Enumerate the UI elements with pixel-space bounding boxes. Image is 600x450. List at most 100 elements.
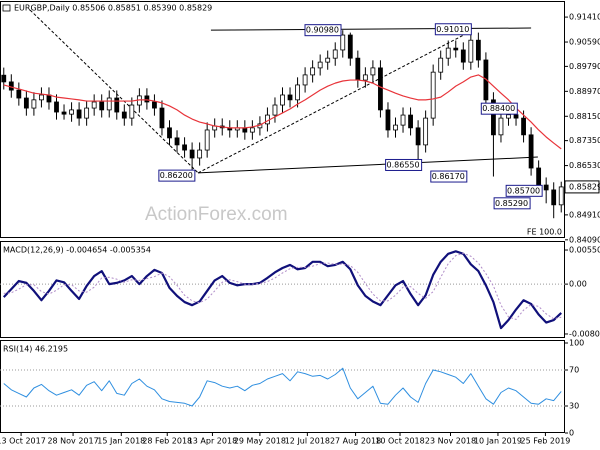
candle-body <box>106 97 112 111</box>
candle-body <box>325 57 331 63</box>
candle-body <box>144 95 150 103</box>
panel-title: RSI(14) 46.2195 <box>3 345 68 354</box>
symbol-icon <box>2 4 11 12</box>
candle-body <box>295 84 300 101</box>
candle-body <box>453 47 459 51</box>
candle-body <box>114 97 120 113</box>
candle-body <box>385 109 391 131</box>
candle-body <box>159 107 165 129</box>
y-tick-label: 0.90590 <box>569 38 600 47</box>
y-tick-label: 0.89790 <box>569 62 600 71</box>
y-tick-label: 30 <box>569 402 579 411</box>
candle-body <box>310 67 316 76</box>
y-tick-label: 0.86530 <box>569 161 600 170</box>
candle-body <box>430 71 436 119</box>
candle-body <box>280 94 285 106</box>
level-label: 0.85700 <box>507 186 540 195</box>
candle-body <box>23 97 29 109</box>
x-tick-label: 23 Nov 2018 <box>425 437 476 446</box>
candle-body <box>491 99 496 136</box>
candle-body <box>197 149 203 159</box>
candle-body <box>317 61 323 69</box>
watermark: ActionForex.com <box>145 204 288 225</box>
level-label-box <box>493 197 531 210</box>
candle-body <box>362 74 368 81</box>
candle-body <box>84 107 90 119</box>
level-label: 0.86200 <box>160 171 193 180</box>
candle-body <box>287 94 293 101</box>
level-label: 0.86550 <box>387 160 420 169</box>
trendline <box>198 156 538 174</box>
candle-body <box>249 127 255 133</box>
trendline <box>29 9 199 174</box>
candle-body <box>76 109 82 119</box>
candle-body <box>46 94 52 103</box>
level-label-box <box>158 169 196 182</box>
candle-body <box>1 74 7 83</box>
x-tick-label: 13 Apr 2018 <box>188 437 237 446</box>
x-tick-label: 27 Aug 2018 <box>330 437 381 446</box>
candle-body <box>400 114 406 126</box>
candle-body <box>91 101 97 109</box>
candle-body <box>408 114 413 129</box>
level-label: 0.90980 <box>306 26 339 35</box>
indicator-line <box>3 367 562 407</box>
level-label: 0.88400 <box>482 104 515 113</box>
y-tick-label: 0.84910 <box>569 210 600 219</box>
candle-body <box>378 67 383 111</box>
level-label: 0.91010 <box>436 25 469 34</box>
candle-body <box>39 94 44 101</box>
level-label-box <box>480 102 518 115</box>
trendline <box>210 27 532 31</box>
candle-body <box>69 109 74 115</box>
candle-body <box>498 117 504 136</box>
candle-body <box>423 117 429 146</box>
candle-body <box>521 117 526 136</box>
level-label-box <box>430 170 468 183</box>
candle-body <box>468 39 474 63</box>
candle-body <box>99 101 105 111</box>
candle-body <box>506 114 511 119</box>
x-tick-label: 10 Jan 2019 <box>474 437 522 446</box>
candle-body <box>61 111 67 115</box>
panel-frame <box>0 1 565 238</box>
candle-body <box>152 101 157 109</box>
candle-body <box>242 127 248 133</box>
y-tick-label: 0.005504 <box>569 246 600 255</box>
candle-body <box>302 74 308 86</box>
candle-body <box>204 129 210 151</box>
candle-body <box>393 124 398 131</box>
panel-title: MACD(12,26,9) -0.004654 -0.005354 <box>3 246 151 255</box>
last-price-box <box>564 180 600 194</box>
candle-body <box>54 101 59 113</box>
candle-body <box>129 104 135 119</box>
candle-body <box>460 49 466 63</box>
x-tick-label: 28 Feb 2018 <box>142 437 192 446</box>
y-tick-label: -0.00805 <box>569 329 600 338</box>
y-tick-label: 0.88150 <box>569 112 600 121</box>
candle-body <box>31 99 37 109</box>
panel-title: EURGBP,Daily 0.85506 0.85851 0.85390 0.8… <box>14 4 212 13</box>
indicator-line <box>3 252 562 320</box>
level-label: 0.86170 <box>432 172 465 181</box>
candle-body <box>528 134 534 169</box>
x-tick-label: 10 Oct 2018 <box>375 437 424 446</box>
last-price-label: 0.85829 <box>569 182 600 191</box>
panel-frame <box>0 340 565 433</box>
candle-body <box>475 39 481 61</box>
candle-body <box>415 127 421 146</box>
candle-body <box>121 111 127 119</box>
candle-body <box>167 127 172 139</box>
y-tick-label: 100 <box>569 339 584 348</box>
candle-body <box>16 89 22 99</box>
candle-body <box>370 67 376 76</box>
candle-body <box>355 57 361 81</box>
candle-body <box>513 114 519 119</box>
y-tick-label: 0.91410 <box>569 13 600 22</box>
x-tick-label: 12 Jul 2018 <box>285 437 330 446</box>
indicator-line <box>3 74 562 150</box>
indicator-line <box>2 250 562 330</box>
candle-body <box>551 189 557 206</box>
x-tick-label: 15 Jan 2018 <box>97 437 145 446</box>
